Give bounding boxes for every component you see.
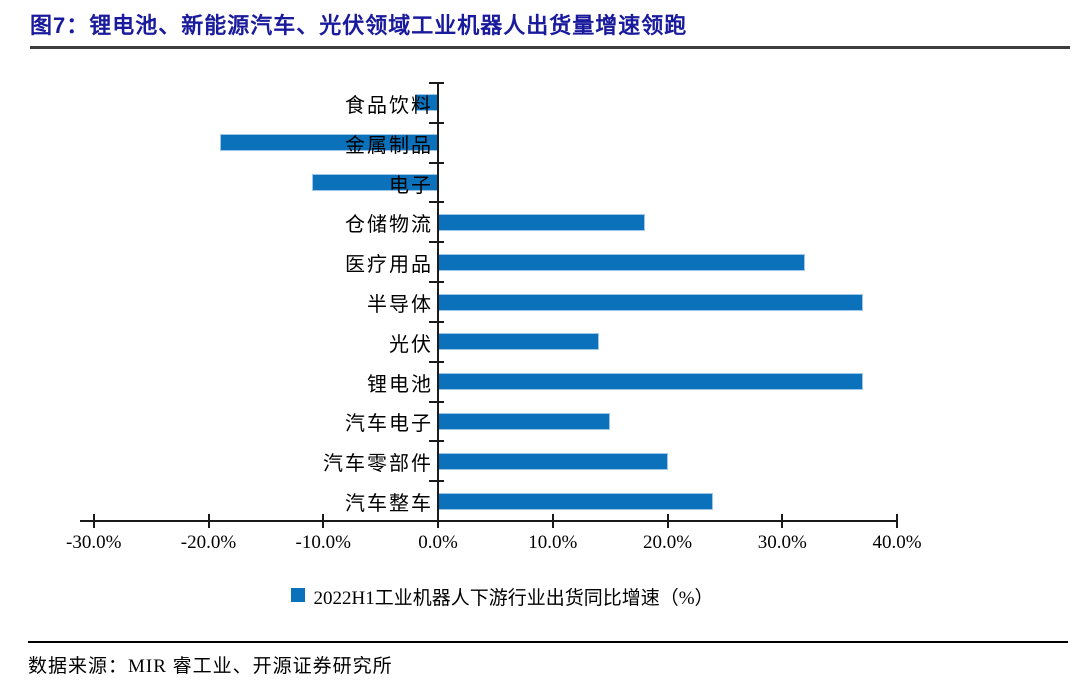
category-label: 半导体 (367, 294, 433, 316)
y-axis-tick (429, 82, 444, 84)
category-label: 汽车整车 (345, 493, 433, 516)
footer-rule (28, 641, 1068, 643)
x-tick-label: -10.0% (295, 532, 351, 553)
x-tick-label: 20.0% (642, 532, 693, 553)
y-axis-tick (429, 400, 444, 403)
bar (438, 213, 645, 231)
category-label: 锂电池 (367, 373, 433, 396)
x-tick-label: 10.0% (528, 532, 578, 553)
category-label: 金属制品 (345, 134, 433, 157)
bar (438, 492, 714, 510)
bar (438, 333, 599, 351)
title-rule (30, 46, 1070, 49)
x-tick-label: -20.0% (180, 532, 237, 553)
category-label: 汽车电子 (345, 413, 433, 436)
x-tick-label: 0.0% (418, 532, 458, 553)
y-axis-tick (429, 241, 444, 244)
category-label: 光伏 (389, 333, 433, 356)
figure-title: 图7：锂电池、新能源汽车、光伏领域工业机器人出货量增速领跑 (30, 13, 688, 38)
x-axis-tick (896, 514, 898, 528)
bar (438, 253, 806, 271)
x-axis-tick (551, 514, 554, 528)
legend-marker-icon (291, 588, 306, 602)
category-label: 汽车零部件 (323, 453, 433, 476)
footer-source: 数据来源：MIR 睿工业、开源证券研究所 (28, 656, 393, 677)
category-label: 食品饮料 (345, 94, 433, 117)
x-axis-line (80, 520, 898, 522)
legend: 2022H1工业机器人下游行业出货同比增速（%） (0, 583, 1005, 610)
bar (438, 293, 863, 311)
category-label: 电子 (389, 174, 433, 197)
bar (438, 373, 863, 391)
y-axis-line (437, 83, 439, 522)
y-axis-tick (429, 201, 444, 204)
bar (438, 412, 611, 430)
category-label: 医疗用品 (345, 254, 433, 277)
bar (438, 452, 668, 470)
x-tick-label: 30.0% (757, 532, 807, 553)
y-axis-tick (429, 360, 444, 363)
category-label: 仓储物流 (345, 214, 433, 237)
y-axis-tick (429, 480, 444, 483)
y-axis-tick (429, 121, 444, 124)
x-axis-tick (437, 514, 439, 528)
y-axis-tick (429, 440, 444, 443)
x-axis-tick (207, 514, 210, 528)
x-axis-tick (322, 514, 325, 528)
x-tick-label: -30.0% (66, 532, 122, 553)
x-axis-tick (666, 514, 669, 528)
x-tick-label: 40.0% (872, 532, 922, 553)
y-axis-tick (429, 320, 444, 323)
y-axis-tick (429, 161, 444, 164)
legend-label: 2022H1工业机器人下游行业出货同比增速（%） (313, 588, 714, 609)
x-axis-tick (92, 514, 95, 528)
x-axis-tick (781, 514, 784, 528)
y-axis-tick (429, 281, 444, 284)
